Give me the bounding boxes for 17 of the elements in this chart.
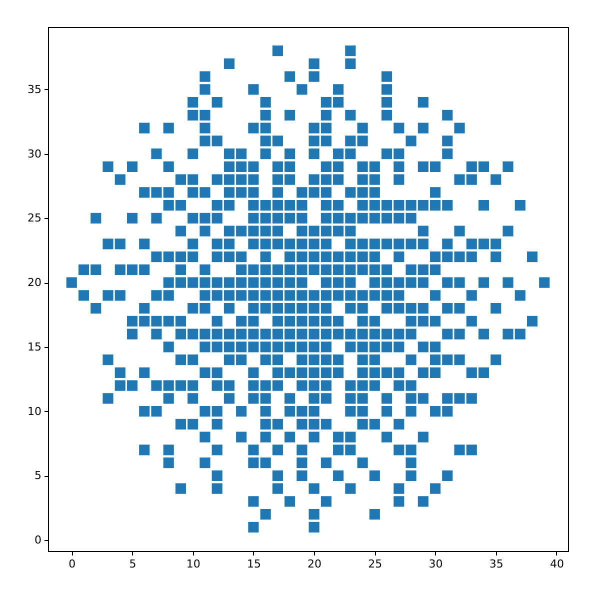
y-tick-label: 5 xyxy=(34,469,42,482)
x-tick-label: 5 xyxy=(129,558,136,570)
y-tick-label: 25 xyxy=(28,212,42,225)
y-tick-label: 35 xyxy=(28,82,42,96)
x-tick-label: 35 xyxy=(489,558,504,570)
x-tick-label: 30 xyxy=(428,558,443,570)
y-tick-label: 20 xyxy=(28,276,42,290)
x-tick-label: 25 xyxy=(368,558,382,570)
y-tick-label: 10 xyxy=(28,404,42,418)
x-tick-label: 15 xyxy=(246,558,261,570)
y-tick-label: 15 xyxy=(28,340,42,354)
x-tick-label: 10 xyxy=(186,558,200,570)
y-tick-label: 30 xyxy=(28,147,42,160)
x-tick-label: 20 xyxy=(308,558,322,570)
x-tick-label: 40 xyxy=(550,558,564,570)
y-tick-label: 0 xyxy=(34,534,42,547)
x-tick-label: 0 xyxy=(68,558,76,570)
